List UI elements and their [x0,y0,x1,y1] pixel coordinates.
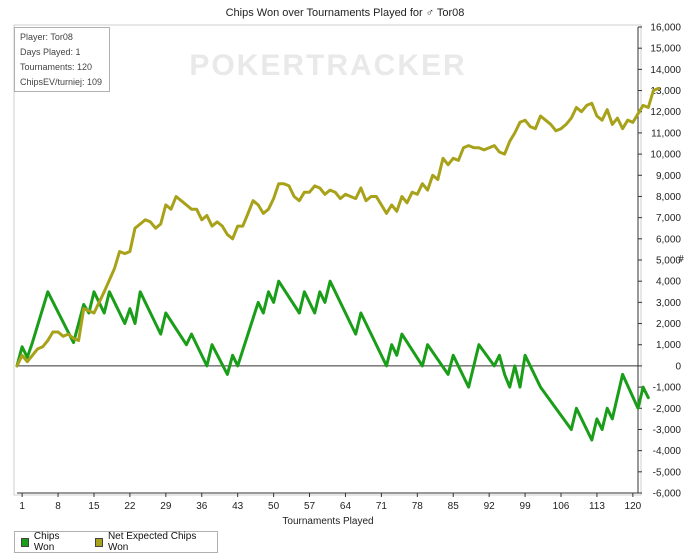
x-tick-label: 64 [340,501,352,512]
legend-label-net-expected: Net Expected Chips Won [107,531,197,553]
y-tick-label: 8,000 [656,192,681,203]
y-tick-label: 11,000 [651,128,681,139]
y-tick-label: 16,000 [650,23,681,34]
info-chipsev: ChipsEV/turniej: 109 [20,77,103,87]
y-tick-label: 0 [675,361,681,372]
x-tick-label: 43 [232,501,244,512]
y-tick-label: 10,000 [650,150,681,161]
x-tick-label: 92 [484,501,496,512]
x-tick-label: 1 [19,501,25,512]
series-line-chips-won [15,279,650,442]
x-tick-label: 57 [304,501,316,512]
y-tick-label: 12,000 [650,107,681,118]
x-tick-label: 29 [160,501,172,512]
pokertracker-watermark: POKERTRACKER [189,49,466,82]
x-axis-title: Tournaments Played [282,516,373,527]
y-axis-title: # [678,254,684,265]
y-tick-label: 7,000 [656,213,681,224]
y-tick-label: 9,000 [656,171,681,182]
y-tick-label: -2,000 [653,404,682,415]
y-tick-label: 14,000 [650,65,681,76]
x-tick-label: 36 [196,501,208,512]
y-tick-label: 4,000 [656,277,681,288]
y-tick-label: 13,000 [650,86,681,97]
legend-item-net-expected[interactable]: Net Expected Chips Won [94,531,203,553]
x-tick-label: 15 [88,501,100,512]
plot-frame [13,24,642,496]
y-tick-label: 6,000 [656,234,681,245]
x-tick-label: 78 [412,501,424,512]
chart-title: Chips Won over Tournaments Played for ♂ … [226,7,465,19]
x-tick-label: 120 [625,501,642,512]
x-tick-label: 106 [553,501,570,512]
legend-label-chips-won: Chips Won [33,531,60,553]
legend-swatch-green [21,537,29,547]
x-tick-label: 71 [376,501,388,512]
series-group [15,86,660,442]
y-axis-ticks: -6,000 -5,000 -4,000 -3,000 -2,000 -1,000 0 1,0… [638,23,681,500]
legend: Chips Won Net Expected Chips Won [14,531,218,553]
x-tick-label: 50 [268,501,280,512]
x-tick-label: 113 [589,501,605,512]
x-tick-label: 85 [448,501,460,512]
series-line-net-expected [15,86,660,368]
x-axis-ticks: 1 8 15 22 29 36 43 50 57 64 71 78 85 92 99 106 113 120 [19,493,642,512]
info-days-played: Days Played: 1 [20,47,81,57]
y-tick-label: 2,000 [656,319,681,330]
legend-item-chips-won[interactable]: Chips Won [21,531,75,553]
x-tick-label: 99 [520,501,532,512]
y-tick-label: -6,000 [653,489,682,500]
info-player: Player: Tor08 [20,32,73,42]
y-tick-label: 3,000 [656,298,681,309]
legend-swatch-olive [94,537,103,547]
y-tick-label: -1,000 [653,383,682,394]
y-tick-label: -5,000 [653,467,682,478]
x-tick-label: 8 [55,501,61,512]
y-tick-label: 1,000 [656,340,681,351]
x-tick-label: 22 [124,501,136,512]
y-tick-label: -3,000 [653,425,682,436]
y-tick-label: 15,000 [650,44,681,55]
info-tournaments: Tournaments: 120 [20,62,93,72]
y-tick-label: 5,000 [656,256,681,267]
player-info-box: Player: Tor08 Days Played: 1 Tournaments… [14,27,110,92]
y-tick-label: -4,000 [653,446,682,457]
